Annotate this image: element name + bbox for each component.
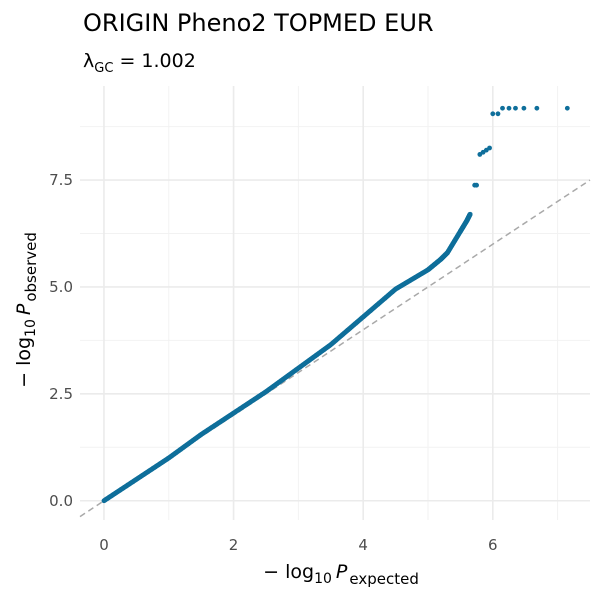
chart-subtitle: λGC = 1.002	[83, 50, 196, 76]
qq-outlier-point	[506, 105, 512, 111]
y-tick-label: 2.5	[49, 385, 73, 403]
x-tick-label: 4	[358, 536, 368, 554]
y-tick-label: 5.0	[49, 278, 73, 296]
y-tick-label: 7.5	[49, 171, 73, 189]
qq-outlier-point	[564, 105, 570, 111]
data-points	[101, 105, 570, 504]
qq-outlier-point	[490, 111, 496, 117]
x-tick-label: 6	[488, 536, 498, 554]
y-tick-label: 0.0	[49, 492, 73, 510]
x-tick-label: 2	[229, 536, 239, 554]
x-tick-labels: 0 2 4 6	[99, 536, 497, 554]
qq-outlier-point	[474, 182, 479, 188]
qq-outlier-point	[513, 105, 518, 111]
x-tick-label: 0	[99, 536, 109, 554]
qq-outlier-point	[521, 105, 527, 111]
grid-lines	[80, 86, 590, 520]
qq-outlier-point	[500, 105, 505, 111]
qq-outlier-point	[487, 145, 492, 151]
y-tick-labels: 0.0 2.5 5.0 7.5	[49, 171, 73, 510]
qq-point	[467, 211, 473, 217]
qq-outlier-point	[495, 111, 501, 117]
qq-outlier-point	[534, 105, 540, 111]
y-axis-label: − log10Pobserved	[13, 232, 40, 388]
chart-title: ORIGIN Pheno2 TOPMED EUR	[83, 9, 434, 37]
